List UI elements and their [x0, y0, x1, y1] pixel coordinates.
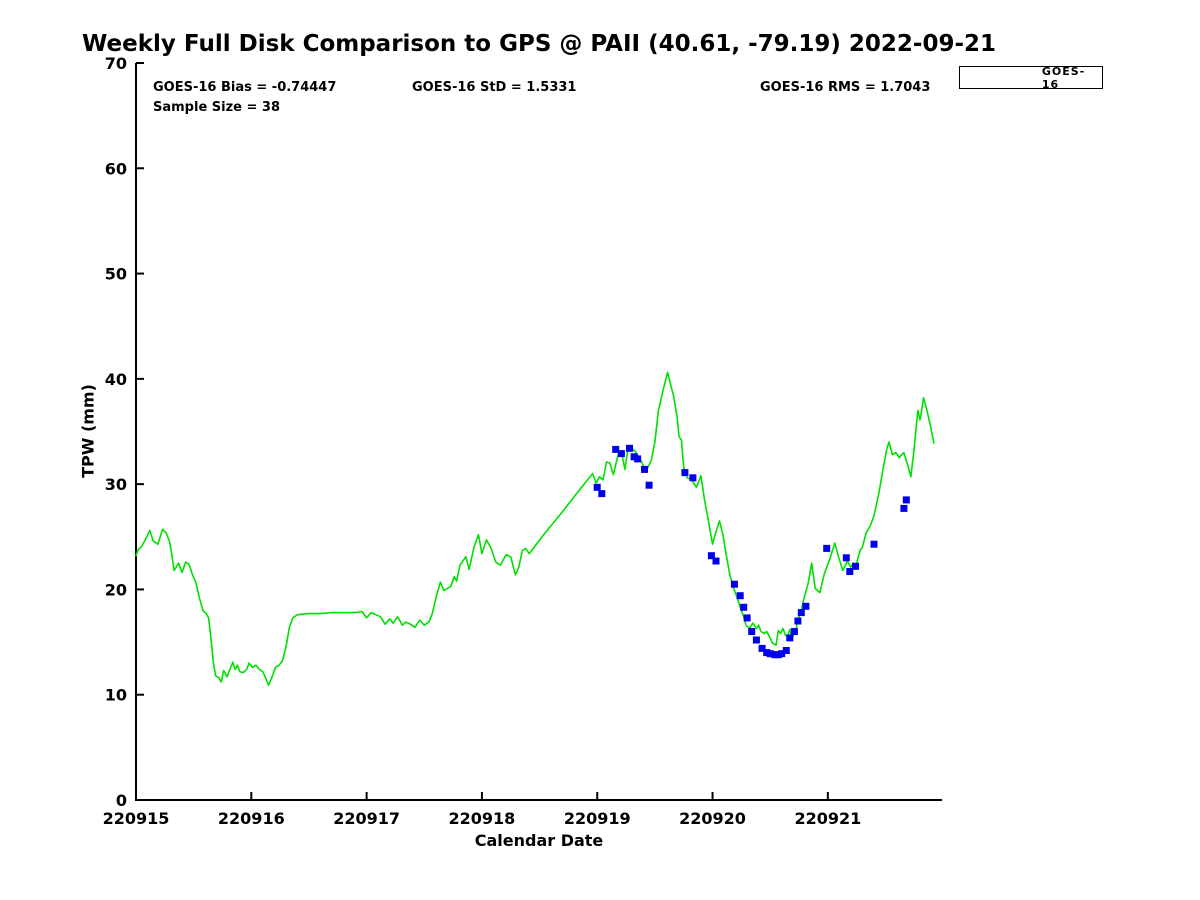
y-tick-label: 50: [105, 265, 127, 284]
x-tick-label: 220918: [449, 809, 516, 828]
goes16-marker: [634, 455, 642, 463]
goes16-marker: [712, 557, 720, 565]
x-tick-label: 220919: [564, 809, 631, 828]
goes16-marker: [802, 602, 810, 610]
goes16-marker: [752, 636, 760, 644]
x-tick-label: 220920: [679, 809, 746, 828]
goes16-marker: [766, 650, 774, 658]
goes16-marker: [900, 504, 908, 512]
legend-box: GOES-16: [959, 64, 1103, 91]
chart-title: Weekly Full Disk Comparison to GPS @ PAI…: [81, 31, 997, 57]
goes16-marker: [758, 644, 766, 652]
x-tick-label: 220915: [103, 809, 170, 828]
goes16-marker: [730, 580, 738, 588]
goes16-marker: [790, 628, 798, 635]
goes16-marker: [612, 445, 620, 453]
goes16-marker: [846, 568, 854, 575]
y-tick-label: 10: [105, 686, 127, 705]
goes16-marker: [748, 628, 756, 635]
goes16-marker: [626, 444, 633, 452]
goes16-marker: [645, 481, 653, 489]
stat-rms: GOES-16 RMS = 1.7043: [760, 80, 931, 95]
y-tick-label: 60: [105, 159, 127, 178]
y-tick-label: 0: [116, 791, 127, 810]
goes16-marker: [778, 650, 786, 658]
x-tick-label: 220921: [794, 809, 861, 828]
y-tick-label: 70: [105, 54, 127, 73]
x-tick-label: 220916: [218, 809, 285, 828]
y-tick-label: 20: [105, 580, 127, 599]
y-axis-label: TPW (mm): [78, 384, 98, 478]
goes16-marker: [617, 450, 625, 458]
x-tick-label: 220917: [333, 809, 400, 828]
goes16-marker: [794, 617, 802, 625]
goes16-marker: [740, 603, 748, 611]
goes16-marker: [641, 465, 648, 473]
y-tick-label: 40: [105, 370, 127, 389]
goes16-marker: [902, 496, 910, 504]
stat-bias: GOES-16 Bias = -0.74447: [153, 80, 337, 95]
goes16-marker: [736, 592, 744, 600]
goes16-marker: [593, 483, 601, 491]
legend-entry-label: GOES-16: [1041, 64, 1086, 91]
goes16-marker: [782, 647, 790, 654]
goes16-marker: [786, 634, 794, 642]
x-axis-label: Calendar Date: [474, 831, 604, 850]
goes16-marker: [852, 562, 859, 570]
goes16-marker: [681, 469, 689, 477]
goes16-marker: [797, 609, 805, 617]
goes16-marker: [823, 544, 831, 552]
goes16-marker: [870, 540, 878, 548]
gps-line: [135, 371, 935, 687]
goes16-marker: [598, 490, 606, 498]
goes16-marker: [743, 614, 751, 622]
goes16-marker: [842, 554, 850, 562]
y-tick-label: 30: [105, 475, 127, 494]
goes16-marker: [689, 474, 697, 482]
goes16-marker: [707, 552, 715, 560]
stat-sample-size: Sample Size = 38: [153, 100, 281, 115]
stat-std: GOES-16 StD = 1.5331: [412, 80, 577, 95]
legend-square-marker-icon: [998, 73, 1008, 83]
